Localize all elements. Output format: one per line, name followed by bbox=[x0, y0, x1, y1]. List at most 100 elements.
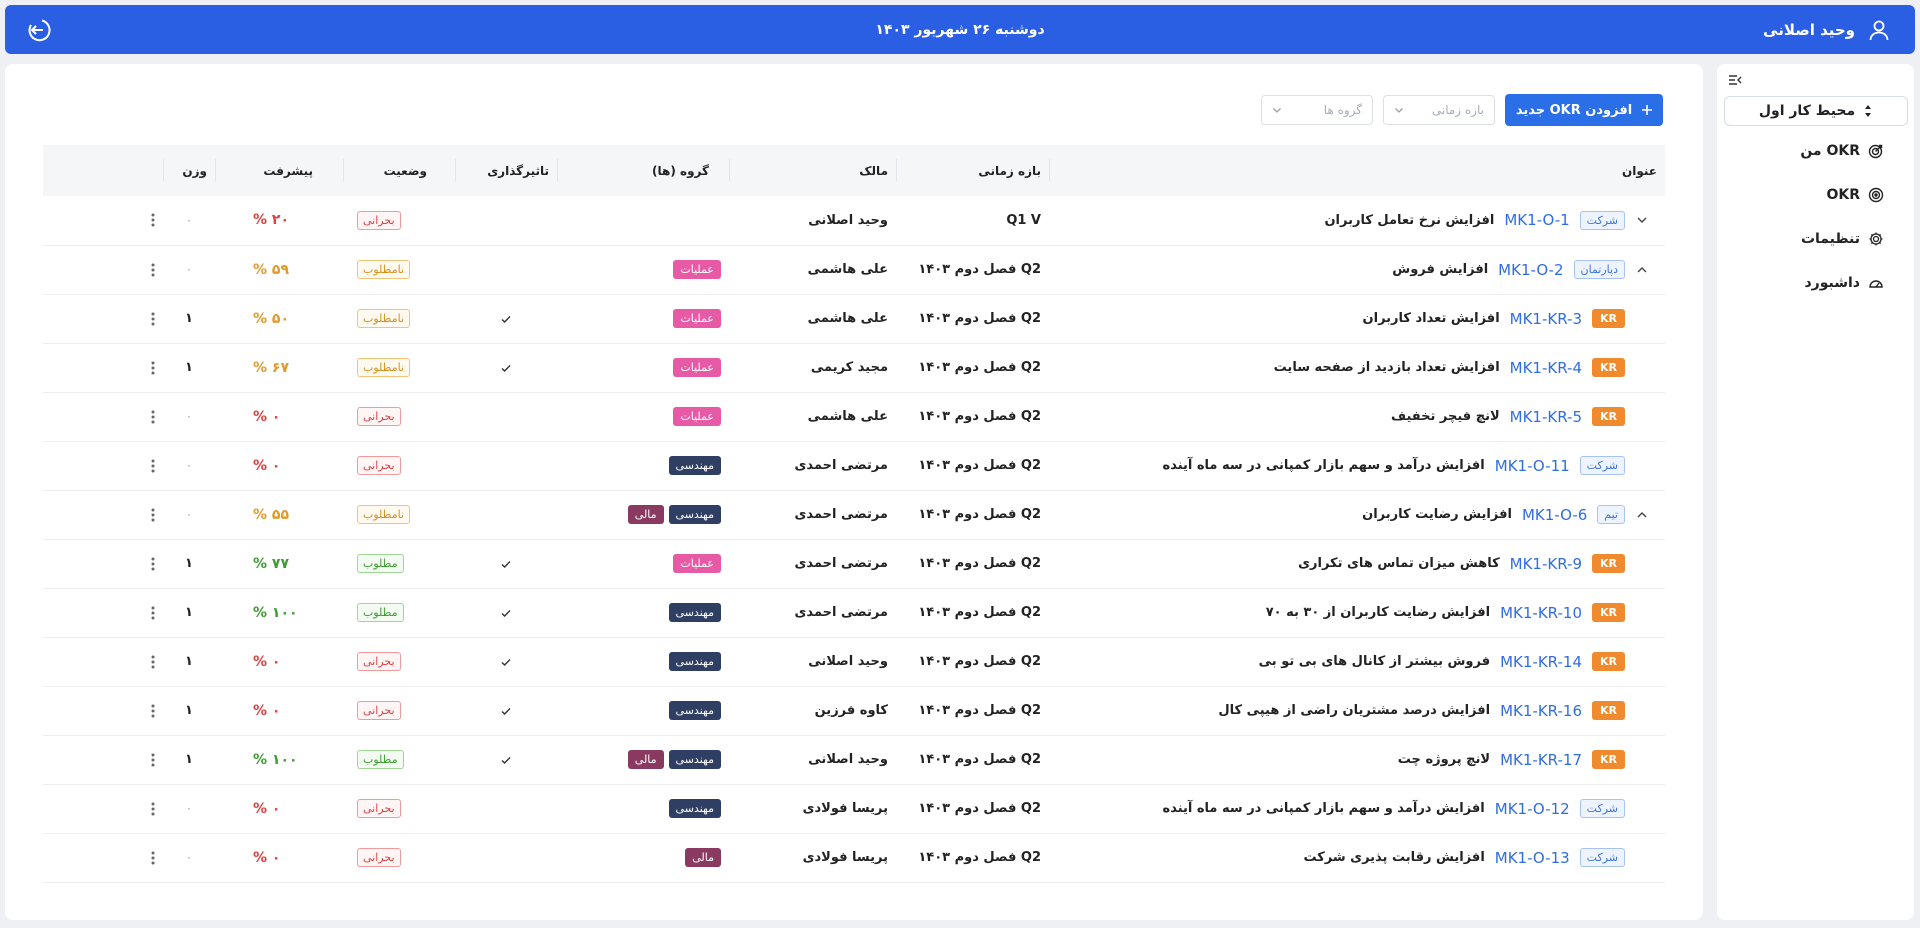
okr-code-link[interactable]: MK1-O-6 bbox=[1521, 505, 1588, 524]
okr-code-link[interactable]: MK1-KR-16 bbox=[1500, 701, 1582, 720]
sidebar-item-label: OKR من bbox=[1800, 143, 1860, 159]
impact-cell bbox=[455, 686, 557, 736]
progress-value: ۷۷ % bbox=[253, 555, 289, 572]
key-result-row[interactable]: KR MK1-KR-9 کاهش میزان تماس های تکراری Q2 ف… bbox=[43, 539, 1665, 589]
progress-value: ۲۰ % bbox=[253, 212, 289, 229]
objective-row[interactable]: تیم MK1-O-6 افزایش رضایت کاربران Q2 فصل دوم… bbox=[43, 490, 1665, 540]
title-cell: KR MK1-KR-16 افزایش درصد مشتریان راضی از ه… bbox=[1049, 686, 1665, 736]
okr-title[interactable]: افزایش تعداد کاربران bbox=[1362, 311, 1500, 326]
okr-code-link[interactable]: MK1-O-2 bbox=[1498, 260, 1564, 279]
okr-code-link[interactable]: MK1-KR-3 bbox=[1509, 309, 1582, 328]
impact-cell bbox=[455, 196, 557, 246]
user-menu[interactable]: وحید اصلانی bbox=[1763, 5, 1891, 54]
progress-value: ۰ % bbox=[253, 800, 281, 817]
more-options-icon[interactable] bbox=[151, 802, 155, 816]
sidebar-item-okr[interactable]: OKR bbox=[1826, 184, 1884, 206]
groups-filter[interactable]: گروه ها bbox=[1261, 95, 1373, 125]
objective-row[interactable]: دپارتمان MK1-O-2 افزایش فروش Q2 فصل دوم ۱۴۰… bbox=[43, 245, 1665, 295]
collapse-sidebar-icon[interactable] bbox=[1727, 72, 1743, 88]
okr-code-link[interactable]: MK1-O-1 bbox=[1504, 211, 1570, 230]
impact-cell bbox=[455, 588, 557, 638]
objective-row[interactable]: شرکت MK1-O-11 افزایش درآمد و سهم بازار کمپ… bbox=[43, 441, 1665, 491]
more-options-icon[interactable] bbox=[151, 851, 155, 865]
chevron-up-icon[interactable] bbox=[1635, 263, 1649, 277]
key-result-row[interactable]: KR MK1-KR-5 لانچ فیچر تخفیف Q2 فصل دوم ۱۴۰۳… bbox=[43, 392, 1665, 442]
header-status: وضعیت bbox=[343, 145, 455, 196]
key-result-row[interactable]: KR MK1-KR-10 افزایش رضایت کاربران از ۳۰ به… bbox=[43, 588, 1665, 638]
okr-code-link[interactable]: MK1-KR-14 bbox=[1500, 652, 1582, 671]
status-badge: بحرانی bbox=[357, 456, 401, 475]
key-result-row[interactable]: KR MK1-KR-3 افزایش تعداد کاربران Q2 فصل دوم… bbox=[43, 294, 1665, 344]
objective-row[interactable]: شرکت MK1-O-12 افزایش درآمد و سهم بازار کمپ… bbox=[43, 784, 1665, 834]
weight-cell: ۰ bbox=[163, 784, 215, 834]
owner-cell: پریسا فولادی bbox=[729, 784, 896, 834]
weight-cell: ۱ bbox=[163, 343, 215, 393]
okr-title[interactable]: فروش بیشتر از کانال های بی تو بی bbox=[1258, 654, 1491, 669]
okr-title[interactable]: افزایش رضایت کاربران bbox=[1362, 507, 1512, 522]
okr-title[interactable]: افزایش درصد مشتریان راضی از هیپی کال bbox=[1218, 703, 1491, 718]
title-cell: شرکت MK1-O-12 افزایش درآمد و سهم بازار کمپ… bbox=[1049, 784, 1665, 834]
actions-cell bbox=[43, 735, 163, 785]
period-filter[interactable]: بازه زمانی bbox=[1383, 95, 1495, 125]
add-okr-button[interactable]: افزودن OKR جدید bbox=[1505, 94, 1663, 126]
sidebar-item-settings[interactable]: تنظیمات bbox=[1801, 228, 1884, 250]
more-options-icon[interactable] bbox=[151, 606, 155, 620]
key-result-row[interactable]: KR MK1-KR-4 افزایش تعداد بازدید از صفحه سا… bbox=[43, 343, 1665, 393]
okr-code-link[interactable]: MK1-KR-17 bbox=[1500, 750, 1582, 769]
okr-code-link[interactable]: MK1-KR-10 bbox=[1500, 603, 1582, 622]
objective-row[interactable]: شرکت MK1-O-13 افزایش رقابت پذیری شرکت Q2 فص… bbox=[43, 833, 1665, 883]
more-options-icon[interactable] bbox=[151, 557, 155, 571]
okr-title[interactable]: افزایش نرخ تعامل کاربران bbox=[1324, 212, 1495, 228]
more-options-icon[interactable] bbox=[151, 704, 155, 718]
more-options-icon[interactable] bbox=[151, 459, 155, 473]
groups-cell: مهندسی bbox=[557, 588, 729, 638]
chevron-up-icon[interactable] bbox=[1635, 508, 1649, 522]
group-badge: مهندسی bbox=[668, 505, 721, 524]
okr-code-link[interactable]: MK1-O-11 bbox=[1494, 456, 1570, 475]
progress-cell: ۰ % bbox=[215, 784, 343, 834]
status-cell: نامطلوب bbox=[343, 245, 455, 295]
okr-code-link[interactable]: MK1-KR-9 bbox=[1509, 554, 1582, 573]
progress-value: ۵۵ % bbox=[253, 506, 289, 523]
okr-title[interactable]: کاهش میزان تماس های تکراری bbox=[1298, 556, 1500, 571]
chevron-down-icon[interactable] bbox=[1635, 213, 1649, 227]
header-title: عنوان bbox=[1049, 145, 1665, 196]
sidebar-item-label: داشبورد bbox=[1804, 275, 1861, 291]
okr-title[interactable]: افزایش رقابت پذیری شرکت bbox=[1303, 850, 1485, 865]
groups-cell: مالی bbox=[557, 833, 729, 883]
title-cell: KR MK1-KR-14 فروش بیشتر از کانال های بی تو… bbox=[1049, 637, 1665, 687]
plus-icon bbox=[1642, 105, 1653, 115]
status-badge: نامطلوب bbox=[357, 505, 411, 524]
more-options-icon[interactable] bbox=[151, 361, 155, 375]
more-options-icon[interactable] bbox=[151, 213, 155, 227]
key-result-row[interactable]: KR MK1-KR-16 افزایش درصد مشتریان راضی از ه… bbox=[43, 686, 1665, 736]
okr-code-link[interactable]: MK1-KR-4 bbox=[1509, 358, 1582, 377]
more-options-icon[interactable] bbox=[151, 508, 155, 522]
header-weight: وزن bbox=[163, 145, 215, 196]
workspace-selector[interactable]: محیط کار اول bbox=[1724, 96, 1908, 126]
okr-title[interactable]: افزایش رضایت کاربران از ۳۰ به ۷۰ bbox=[1265, 605, 1491, 620]
groups-cell: مهندسی مالی bbox=[557, 490, 729, 540]
key-result-row[interactable]: KR MK1-KR-14 فروش بیشتر از کانال های بی تو… bbox=[43, 637, 1665, 687]
sidebar-item-my-okr[interactable]: OKR من bbox=[1800, 140, 1884, 162]
progress-cell: ۰ % bbox=[215, 833, 343, 883]
progress-value: ۰ % bbox=[253, 653, 281, 670]
sidebar-item-dashboard[interactable]: داشبورد bbox=[1805, 272, 1885, 294]
okr-title[interactable]: افزایش درآمد و سهم بازار کمپانی در سه ما… bbox=[1162, 458, 1485, 473]
okr-title[interactable]: افزایش درآمد و سهم بازار کمپانی در سه ما… bbox=[1162, 801, 1485, 816]
more-options-icon[interactable] bbox=[151, 263, 155, 277]
okr-title[interactable]: لانچ فیچر تخفیف bbox=[1391, 409, 1500, 424]
more-options-icon[interactable] bbox=[151, 753, 155, 767]
okr-title[interactable]: افزایش تعداد بازدید از صفحه سایت bbox=[1273, 360, 1500, 375]
okr-code-link[interactable]: MK1-O-13 bbox=[1494, 848, 1570, 867]
more-options-icon[interactable] bbox=[151, 410, 155, 424]
okr-code-link[interactable]: MK1-O-12 bbox=[1494, 799, 1570, 818]
more-options-icon[interactable] bbox=[151, 655, 155, 669]
more-options-icon[interactable] bbox=[151, 312, 155, 326]
okr-title[interactable]: افزایش فروش bbox=[1392, 262, 1489, 277]
okr-code-link[interactable]: MK1-KR-5 bbox=[1509, 407, 1582, 426]
logout-icon[interactable] bbox=[25, 16, 53, 44]
key-result-row[interactable]: KR MK1-KR-17 لانچ پروژه چت Q2 فصل دوم ۱۴۰۳ و… bbox=[43, 735, 1665, 785]
okr-title[interactable]: لانچ پروژه چت bbox=[1397, 752, 1491, 767]
